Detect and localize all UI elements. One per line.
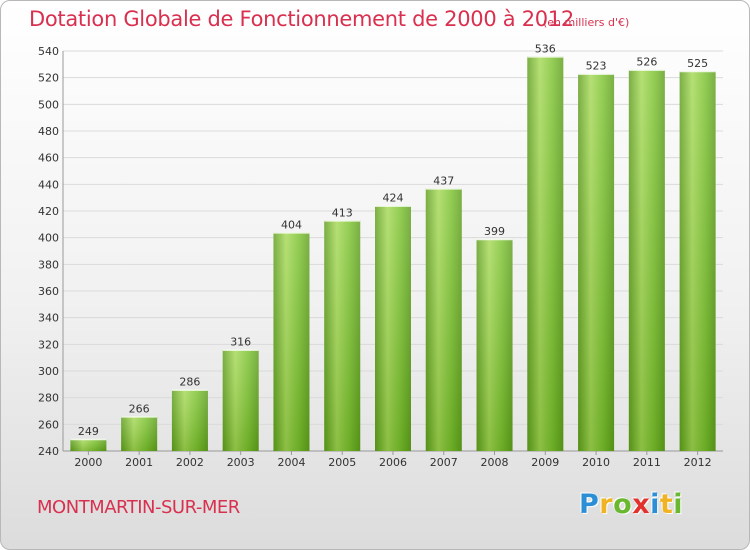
y-tick-label: 540 <box>38 45 59 58</box>
bar-shade <box>476 239 513 451</box>
bar-value-label: 286 <box>179 376 200 389</box>
y-tick-label: 520 <box>38 72 59 85</box>
bar-value-label: 526 <box>636 56 657 69</box>
bar-value-label: 523 <box>586 60 607 73</box>
y-tick-label: 280 <box>38 392 59 405</box>
x-tick-label: 2009 <box>531 456 559 469</box>
x-tick-label: 2007 <box>430 456 458 469</box>
bar-shade <box>425 188 462 452</box>
y-tick-label: 240 <box>38 445 59 458</box>
x-tick-label: 2010 <box>582 456 610 469</box>
x-tick-label: 2002 <box>176 456 204 469</box>
x-tick-label: 2000 <box>74 456 102 469</box>
logo-letter: r <box>599 489 614 520</box>
bar-value-label: 413 <box>332 206 353 219</box>
y-tick-label: 460 <box>38 152 59 165</box>
bar-value-label: 249 <box>78 425 99 438</box>
bar-value-label: 437 <box>433 174 454 187</box>
bar-shade <box>222 349 259 451</box>
logo-letter: i <box>673 489 684 520</box>
y-tick-label: 340 <box>38 312 59 325</box>
y-tick-label: 400 <box>38 232 59 245</box>
bar-value-label: 404 <box>281 218 302 231</box>
bar-value-label: 536 <box>535 42 556 55</box>
bar-shade <box>324 220 361 451</box>
bar-shade <box>628 69 665 452</box>
bar-shade <box>121 416 158 451</box>
proxiti-logo: Proxiti <box>579 489 683 520</box>
y-tick-label: 380 <box>38 258 59 271</box>
y-tick-label: 440 <box>38 178 59 191</box>
chart-subtitle: (en milliers d'€) <box>543 16 630 29</box>
bar-shade <box>171 389 208 451</box>
y-tick-label: 360 <box>38 285 59 298</box>
logo-letter: P <box>579 489 600 520</box>
logo-letter: i <box>650 489 660 520</box>
y-tick-label: 300 <box>38 365 59 378</box>
y-tick-label: 320 <box>38 338 59 351</box>
y-tick-label: 500 <box>38 98 59 111</box>
bar-value-label: 525 <box>687 57 708 70</box>
x-tick-label: 2006 <box>379 456 407 469</box>
bar-shade <box>375 205 411 451</box>
y-tick-label: 480 <box>38 125 59 138</box>
x-tick-label: 2004 <box>277 456 305 469</box>
x-tick-label: 2003 <box>227 456 255 469</box>
logo-letter: x <box>632 489 651 520</box>
bar-shade <box>273 232 310 451</box>
logo-letter: o <box>613 489 633 520</box>
x-tick-label: 2008 <box>481 456 509 469</box>
bar-shade <box>70 439 107 451</box>
bar-shade <box>527 56 564 451</box>
logo-letter: t <box>659 489 674 520</box>
x-tick-label: 2005 <box>328 456 356 469</box>
x-tick-label: 2011 <box>633 456 661 469</box>
chart-title: Dotation Globale de Fonctionnement de 20… <box>29 7 574 31</box>
x-tick-label: 2001 <box>125 456 153 469</box>
x-tick-label: 2012 <box>684 456 712 469</box>
y-tick-label: 260 <box>38 418 59 431</box>
bar-value-label: 399 <box>484 225 505 238</box>
bar-value-label: 424 <box>383 192 404 205</box>
y-tick-label: 420 <box>38 205 59 218</box>
bar-shade <box>578 73 615 452</box>
commune-name: MONTMARTIN-SUR-MER <box>37 497 240 518</box>
bar-value-label: 316 <box>230 336 251 349</box>
bar-shade <box>679 71 716 451</box>
bar-value-label: 266 <box>129 402 150 415</box>
